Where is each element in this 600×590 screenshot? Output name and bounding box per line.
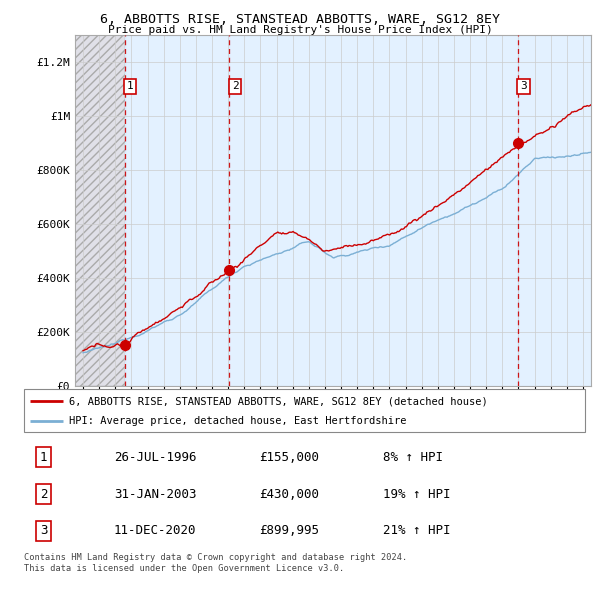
Text: 2: 2 <box>40 487 47 501</box>
Text: 26-JUL-1996: 26-JUL-1996 <box>114 451 196 464</box>
Bar <box>518 35 591 386</box>
Text: HPI: Average price, detached house, East Hertfordshire: HPI: Average price, detached house, East… <box>69 417 406 426</box>
Text: 3: 3 <box>520 81 527 91</box>
Text: £155,000: £155,000 <box>260 451 320 464</box>
Text: 1: 1 <box>40 451 47 464</box>
Bar <box>75 35 125 386</box>
Bar <box>75 35 125 386</box>
Text: 2: 2 <box>232 81 239 91</box>
Text: 3: 3 <box>40 525 47 537</box>
Text: 1: 1 <box>127 81 134 91</box>
Text: £899,995: £899,995 <box>260 525 320 537</box>
Text: 19% ↑ HPI: 19% ↑ HPI <box>383 487 451 501</box>
Text: 8% ↑ HPI: 8% ↑ HPI <box>383 451 443 464</box>
Text: Contains HM Land Registry data © Crown copyright and database right 2024.
This d: Contains HM Land Registry data © Crown c… <box>24 553 407 573</box>
Text: 6, ABBOTTS RISE, STANSTEAD ABBOTTS, WARE, SG12 8EY: 6, ABBOTTS RISE, STANSTEAD ABBOTTS, WARE… <box>100 13 500 26</box>
Text: 21% ↑ HPI: 21% ↑ HPI <box>383 525 451 537</box>
Text: 6, ABBOTTS RISE, STANSTEAD ABBOTTS, WARE, SG12 8EY (detached house): 6, ABBOTTS RISE, STANSTEAD ABBOTTS, WARE… <box>69 396 488 407</box>
Bar <box>229 35 518 386</box>
Text: 11-DEC-2020: 11-DEC-2020 <box>114 525 196 537</box>
Text: Price paid vs. HM Land Registry's House Price Index (HPI): Price paid vs. HM Land Registry's House … <box>107 25 493 35</box>
Text: 31-JAN-2003: 31-JAN-2003 <box>114 487 196 501</box>
Text: £430,000: £430,000 <box>260 487 320 501</box>
Bar <box>125 35 229 386</box>
